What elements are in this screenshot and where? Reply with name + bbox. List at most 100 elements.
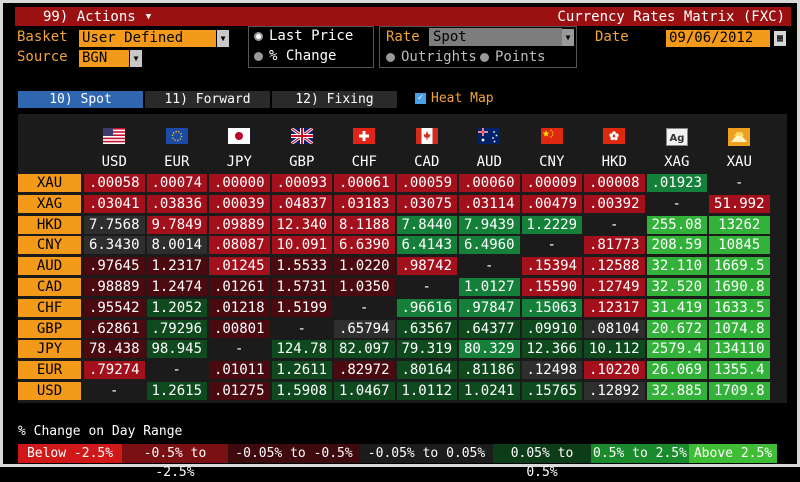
tab-spot[interactable]: 10) Spot — [18, 91, 143, 108]
rate-cell[interactable]: 6.4143 — [396, 236, 457, 255]
rate-cell[interactable]: .00061 — [334, 174, 395, 192]
rate-cell[interactable]: 1.2317 — [146, 257, 207, 276]
rate-cell[interactable]: .63567 — [396, 319, 457, 338]
rate-cell[interactable]: 7.9439 — [459, 215, 520, 234]
rate-cell[interactable]: .00058 — [84, 174, 145, 192]
rate-cell[interactable]: 51.992 — [709, 194, 770, 213]
rate-cell[interactable]: - — [334, 298, 395, 317]
rate-cell[interactable]: .00074 — [146, 174, 207, 192]
tab-forward[interactable]: 11) Forward — [145, 91, 270, 108]
rate-cell[interactable]: 31.419 — [646, 298, 707, 317]
rate-cell[interactable]: .79274 — [84, 361, 145, 380]
rate-cell[interactable]: .64377 — [459, 319, 520, 338]
rate-cell[interactable]: .00392 — [584, 194, 645, 213]
rate-cell[interactable]: 1709.8 — [709, 382, 770, 400]
row-header-hkd[interactable]: HKD — [18, 215, 81, 234]
column-header-cad[interactable]: CAD — [414, 154, 440, 170]
rate-cell[interactable]: .00801 — [209, 319, 270, 338]
rate-cell[interactable]: .00000 — [209, 174, 270, 192]
rate-cell[interactable]: .10220 — [584, 361, 645, 380]
column-header-gbp[interactable]: GBP — [289, 154, 315, 170]
rate-cell[interactable]: 6.6390 — [334, 236, 395, 255]
rate-cell[interactable]: .00060 — [459, 174, 520, 192]
rate-cell[interactable]: - — [459, 257, 520, 276]
rate-cell[interactable]: .81773 — [584, 236, 645, 255]
rate-dropdown-icon[interactable]: ▼ — [562, 29, 574, 46]
column-header-hkd[interactable]: HKD — [601, 154, 627, 170]
column-header-chf[interactable]: CHF — [351, 154, 377, 170]
rate-cell[interactable]: 7.7568 — [84, 215, 145, 234]
column-header-eur[interactable]: EUR — [164, 154, 190, 170]
column-header-usd[interactable]: USD — [101, 154, 127, 170]
rate-cell[interactable]: - — [84, 382, 145, 400]
rate-cell[interactable]: .98889 — [84, 278, 145, 296]
rate-cell[interactable]: .12498 — [521, 361, 582, 380]
rate-cell[interactable]: .08087 — [209, 236, 270, 255]
last-price-radio[interactable]: Last Price — [254, 28, 353, 44]
rate-cell[interactable]: .80164 — [396, 361, 457, 380]
rate-cell[interactable]: .96616 — [396, 298, 457, 317]
rate-cell[interactable]: 13262 — [709, 215, 770, 234]
rate-cell[interactable]: .01923 — [646, 174, 707, 192]
row-header-aud[interactable]: AUD — [18, 257, 81, 276]
rate-cell[interactable]: 9.7849 — [146, 215, 207, 234]
rate-cell[interactable]: .15765 — [521, 382, 582, 400]
rate-cell[interactable]: 1.0350 — [334, 278, 395, 296]
rate-cell[interactable]: .09910 — [521, 319, 582, 338]
rate-cell[interactable]: 1.5731 — [271, 278, 332, 296]
rate-cell[interactable]: 1.2052 — [146, 298, 207, 317]
rate-cell[interactable]: .03836 — [146, 194, 207, 213]
row-header-xau[interactable]: XAU — [18, 174, 81, 192]
rate-select[interactable]: Spot — [429, 28, 562, 46]
rate-cell[interactable]: .08104 — [584, 319, 645, 338]
rate-cell[interactable]: .12588 — [584, 257, 645, 276]
row-header-jpy[interactable]: JPY — [18, 340, 81, 359]
row-header-gbp[interactable]: GBP — [18, 319, 81, 338]
dropdown-arrow-icon[interactable]: ▼ — [145, 11, 152, 22]
rate-cell[interactable]: 208.59 — [646, 236, 707, 255]
rate-cell[interactable]: .01245 — [209, 257, 270, 276]
rate-cell[interactable]: 255.08 — [646, 215, 707, 234]
pct-change-radio[interactable]: % Change — [254, 48, 336, 64]
rate-cell[interactable]: .97645 — [84, 257, 145, 276]
column-header-aud[interactable]: AUD — [476, 154, 502, 170]
basket-dropdown-icon[interactable]: ▼ — [217, 30, 229, 47]
column-header-xau[interactable]: XAU — [726, 154, 752, 170]
rate-cell[interactable]: .00039 — [209, 194, 270, 213]
rate-cell[interactable]: 6.3430 — [84, 236, 145, 255]
rate-cell[interactable]: 12.340 — [271, 215, 332, 234]
rate-cell[interactable]: - — [146, 361, 207, 380]
rate-cell[interactable]: 1.0112 — [396, 382, 457, 400]
rate-cell[interactable]: 2579.4 — [646, 340, 707, 359]
tab-fixing[interactable]: 12) Fixing — [272, 91, 397, 108]
rate-cell[interactable]: 1.5533 — [271, 257, 332, 276]
rate-cell[interactable]: 6.4960 — [459, 236, 520, 255]
rate-cell[interactable]: - — [709, 174, 770, 192]
rate-cell[interactable]: .03114 — [459, 194, 520, 213]
rate-cell[interactable]: .00479 — [521, 194, 582, 213]
rate-cell[interactable]: .00093 — [271, 174, 332, 192]
rate-cell[interactable]: 7.8440 — [396, 215, 457, 234]
rate-cell[interactable]: 1.2615 — [146, 382, 207, 400]
source-select[interactable]: BGN — [79, 50, 129, 67]
rate-cell[interactable]: 134110 — [709, 340, 770, 359]
rate-cell[interactable]: .12892 — [584, 382, 645, 400]
rate-cell[interactable]: 10.112 — [584, 340, 645, 359]
rate-cell[interactable]: .81186 — [459, 361, 520, 380]
row-header-xag[interactable]: XAG — [18, 194, 81, 213]
date-field[interactable]: 09/06/2012 — [666, 30, 770, 47]
rate-cell[interactable]: 1.0127 — [459, 278, 520, 296]
row-header-usd[interactable]: USD — [18, 382, 81, 400]
rate-cell[interactable]: .97847 — [459, 298, 520, 317]
rate-cell[interactable]: 20.672 — [646, 319, 707, 338]
rate-cell[interactable]: 1355.4 — [709, 361, 770, 380]
rate-cell[interactable]: .15590 — [521, 278, 582, 296]
rate-cell[interactable]: 98.945 — [146, 340, 207, 359]
rate-cell[interactable]: 1074.8 — [709, 319, 770, 338]
rate-cell[interactable]: 1.0467 — [334, 382, 395, 400]
rate-cell[interactable]: .62861 — [84, 319, 145, 338]
rate-cell[interactable]: 124.78 — [271, 340, 332, 359]
rate-cell[interactable]: .03183 — [334, 194, 395, 213]
rate-cell[interactable]: 10845 — [709, 236, 770, 255]
rate-cell[interactable]: 32.885 — [646, 382, 707, 400]
